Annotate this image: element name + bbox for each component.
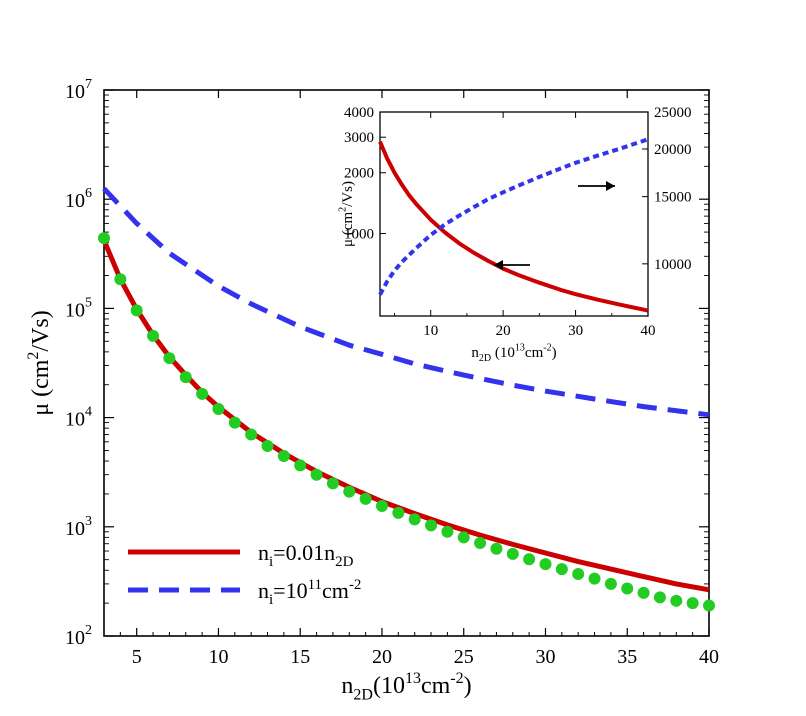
x-tick-label: 20 xyxy=(372,646,392,668)
y-tick-label: 105 xyxy=(65,295,92,321)
data-point xyxy=(523,553,536,566)
legend-label: ni=0.01n2D xyxy=(258,540,354,570)
data-point xyxy=(359,492,372,505)
plot-frame xyxy=(103,89,710,637)
data-point xyxy=(670,594,683,607)
x-tick-label: 35 xyxy=(617,646,637,668)
data-point xyxy=(326,477,339,490)
y-tick-label: 104 xyxy=(65,405,92,431)
arrow-left-icon-head xyxy=(494,260,503,270)
data-point xyxy=(490,542,503,555)
data-point xyxy=(425,519,438,532)
data-point xyxy=(98,232,110,245)
data-point xyxy=(261,439,274,452)
legend-label: ni=1011cm-2 xyxy=(258,577,361,608)
data-point xyxy=(179,371,192,384)
x-axis-title: n2D(1013cm-2) xyxy=(341,670,471,704)
data-point xyxy=(375,500,388,513)
inset-x-tick-label: 40 xyxy=(641,323,656,339)
x-tick-label: 25 xyxy=(454,646,474,668)
y-tick-label: 103 xyxy=(65,514,92,540)
inset-x-tick-label: 10 xyxy=(423,323,438,339)
data-point xyxy=(588,572,601,585)
series-line-ni_1e11 xyxy=(102,186,710,418)
data-point xyxy=(653,591,666,604)
inset-series-inset_red xyxy=(378,140,649,313)
data-point xyxy=(114,273,127,286)
data-point xyxy=(457,531,470,544)
data-point xyxy=(228,416,241,429)
data-point xyxy=(539,558,552,571)
data-point xyxy=(441,525,454,538)
data-point xyxy=(686,597,699,610)
inset-yl-tick-label: 4000 xyxy=(344,105,374,121)
x-tick-label: 10 xyxy=(208,646,228,668)
data-point xyxy=(555,563,568,576)
y-tick-label: 102 xyxy=(65,623,92,649)
data-point xyxy=(212,402,225,415)
data-point xyxy=(163,352,176,365)
inset-yl-tick-label: 3000 xyxy=(344,130,374,146)
inset-series-inset_blue xyxy=(378,137,649,296)
data-point xyxy=(506,547,519,560)
data-point xyxy=(408,513,421,526)
data-point xyxy=(277,449,290,462)
inset-chart: 10 20 30 40 1000 2000 3000 4000 10000 15000 20000 2… xyxy=(338,105,692,364)
x-tick-label: 30 xyxy=(535,646,555,668)
data-point xyxy=(703,599,715,612)
data-point xyxy=(196,387,209,400)
inset-x-axis-title: n2D (1013cm-2) xyxy=(471,343,556,365)
data-point xyxy=(392,506,405,519)
main-chart: 5 10 15 20 25 30 35 40 102 103 104 105 106 107 n2D(101… xyxy=(25,77,719,704)
data-point xyxy=(310,468,323,481)
data-point xyxy=(343,485,356,498)
inset-yl-tick-label: 2000 xyxy=(344,166,374,182)
y-axis-title: μ (cm2/Vs) xyxy=(25,310,54,416)
inset-yl-tick-label: 1000 xyxy=(344,226,374,242)
data-point xyxy=(130,304,143,317)
inset-x-tick-label: 20 xyxy=(496,323,511,339)
x-tick-label: 15 xyxy=(290,646,310,668)
data-point xyxy=(637,586,650,599)
inset-y-axis-title: μ (cm2/Vs) xyxy=(338,181,356,247)
data-point xyxy=(474,537,487,550)
inset-yr-tick-label: 25000 xyxy=(654,105,692,121)
data-point xyxy=(294,459,307,472)
data-point xyxy=(147,329,160,342)
y-tick-label: 106 xyxy=(65,186,92,212)
data-point xyxy=(245,428,258,441)
inset-yr-tick-label: 15000 xyxy=(654,190,692,206)
data-point xyxy=(604,577,617,590)
x-tick-label: 5 xyxy=(132,646,142,668)
inset-frame xyxy=(379,111,649,317)
inset-x-tick-label: 30 xyxy=(568,323,583,339)
inset-yr-tick-label: 10000 xyxy=(654,257,692,273)
data-point xyxy=(621,582,634,595)
y-tick-label: 107 xyxy=(65,77,92,103)
x-tick-label: 40 xyxy=(699,646,719,668)
data-point xyxy=(572,567,585,580)
inset-yr-tick-label: 20000 xyxy=(654,142,692,158)
arrow-right-icon-head xyxy=(606,181,615,191)
